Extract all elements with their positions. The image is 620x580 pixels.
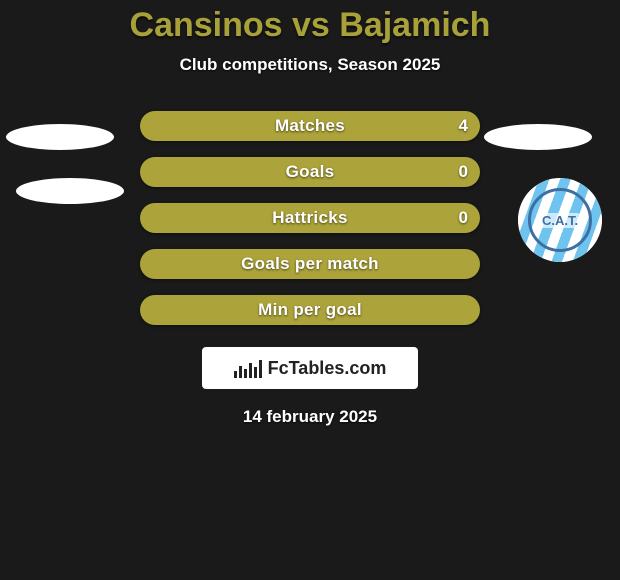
stat-right-value: 0 bbox=[459, 203, 468, 233]
club-badge-text: C.A.T. bbox=[540, 213, 580, 228]
brand-bars-icon bbox=[234, 358, 262, 378]
stat-right-value: 0 bbox=[459, 157, 468, 187]
date-stamp: 14 february 2025 bbox=[0, 407, 620, 427]
placeholder-ellipse bbox=[16, 178, 124, 204]
stat-row: Min per goal bbox=[140, 295, 480, 325]
placeholder-ellipse bbox=[6, 124, 114, 150]
stat-label: Goals per match bbox=[241, 254, 379, 274]
club-badge: C.A.T. bbox=[518, 178, 602, 262]
placeholder-ellipse bbox=[484, 124, 592, 150]
comparison-title: Cansinos vs Bajamich bbox=[0, 6, 620, 45]
stat-right-value: 4 bbox=[459, 111, 468, 141]
stat-label: Goals bbox=[286, 162, 335, 182]
stat-label: Hattricks bbox=[272, 208, 347, 228]
stat-label: Min per goal bbox=[258, 300, 362, 320]
stat-row: Goals per match bbox=[140, 249, 480, 279]
stat-label: Matches bbox=[275, 116, 345, 136]
stat-row: Goals 0 bbox=[140, 157, 480, 187]
stat-row: Hattricks 0 bbox=[140, 203, 480, 233]
stat-row: Matches 4 bbox=[140, 111, 480, 141]
club-badge-ring: C.A.T. bbox=[528, 188, 592, 252]
comparison-subtitle: Club competitions, Season 2025 bbox=[0, 55, 620, 75]
site-brand: FcTables.com bbox=[202, 347, 418, 389]
brand-text: FcTables.com bbox=[268, 358, 387, 379]
